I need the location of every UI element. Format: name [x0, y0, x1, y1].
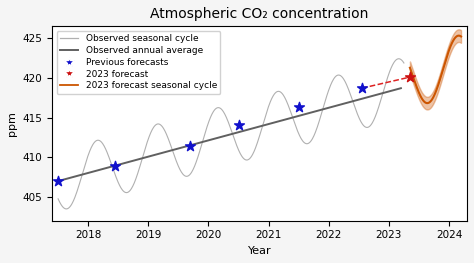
Title: Atmospheric CO₂ concentration: Atmospheric CO₂ concentration [150, 7, 369, 21]
Point [111, 164, 119, 168]
Y-axis label: ppm: ppm [7, 111, 17, 136]
Point [358, 86, 365, 90]
Legend: Observed seasonal cycle, Observed annual average, Previous forecasts, 2023 forec: Observed seasonal cycle, Observed annual… [56, 31, 220, 94]
Point [235, 123, 242, 127]
Point [406, 75, 414, 79]
X-axis label: Year: Year [248, 246, 272, 256]
Point [55, 179, 62, 183]
Point [187, 144, 194, 148]
Point [295, 105, 302, 109]
